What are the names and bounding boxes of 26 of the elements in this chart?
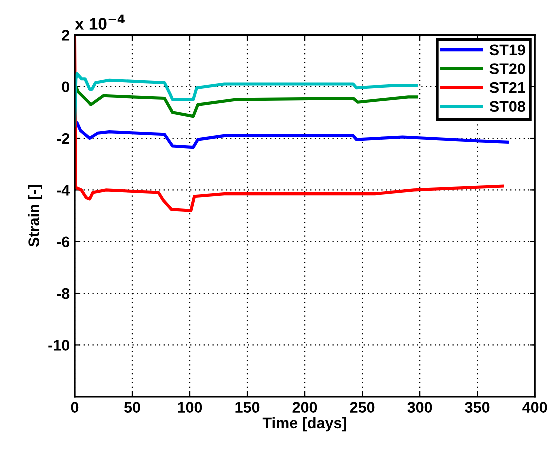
y-tick-label: -10 [48, 340, 70, 351]
y-tick-label: 0 [62, 82, 70, 93]
y-tick-label: -4 [57, 185, 70, 196]
y-axis-title: Strain [-] [28, 185, 42, 247]
x-tick-label: 300 [408, 402, 432, 413]
x-tick-label: 200 [292, 402, 318, 413]
x-tick-label: 400 [522, 402, 548, 413]
line-series [74, 121, 510, 150]
text: x 10$^{−4}$ [75, 14, 125, 30]
x-tick-label: 100 [178, 402, 202, 413]
x-tick-label: 250 [350, 402, 375, 413]
legend-label: ST08 [490, 101, 526, 112]
x-tick-label: 150 [236, 402, 260, 413]
y-tick-label: -2 [57, 133, 70, 144]
y-tick-label: -6 [57, 236, 70, 248]
y-tick-label: 2 [62, 30, 70, 41]
legend-label: ST20 [490, 64, 526, 74]
x-axis-title: Time [days] [262, 417, 346, 432]
y-tick-label: -8 [57, 288, 70, 300]
legend-label: ST19 [490, 44, 526, 56]
x-tick-label: 350 [465, 402, 490, 413]
legend-label: ST21 [490, 82, 526, 94]
x-tick-label: 0 [71, 402, 79, 413]
x-tick-label: 50 [124, 402, 140, 413]
line-series [74, 72, 418, 128]
line-series [74, 85, 418, 118]
